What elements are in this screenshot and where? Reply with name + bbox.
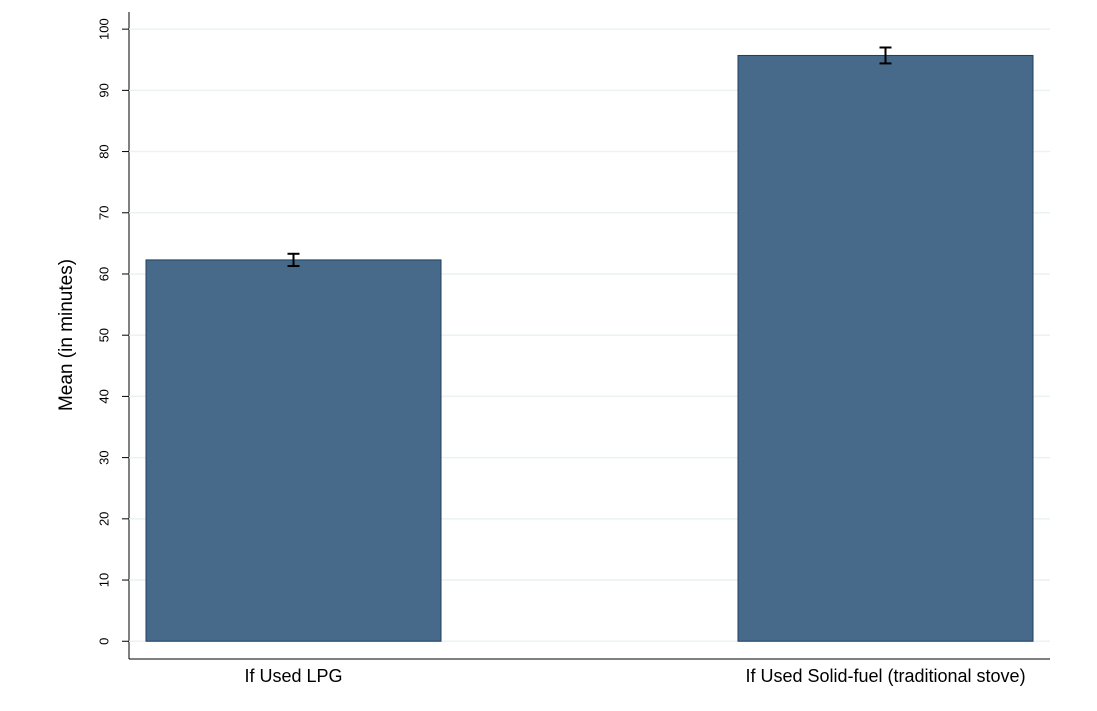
bar (145, 259, 442, 642)
x-tick-label: If Used Solid-fuel (traditional stove) (745, 666, 1025, 686)
y-tick-label: 0 (96, 638, 111, 645)
y-tick-label: 60 (96, 267, 111, 281)
y-tick-label: 40 (96, 389, 111, 403)
error-bar (879, 46, 892, 65)
y-tick-label: 20 (96, 512, 111, 526)
y-tick-label: 10 (96, 573, 111, 587)
bar (737, 54, 1034, 642)
y-tick-label: 100 (96, 18, 111, 40)
y-tick-label: 30 (96, 450, 111, 464)
y-tick-label: 70 (96, 206, 111, 220)
y-axis-label: Mean (in minutes) (56, 259, 77, 411)
x-tick-label: If Used LPG (244, 666, 342, 686)
y-tick-label: 80 (96, 144, 111, 158)
y-tick-label: 50 (96, 328, 111, 342)
y-tick-label: 90 (96, 83, 111, 97)
error-bar (287, 252, 300, 268)
